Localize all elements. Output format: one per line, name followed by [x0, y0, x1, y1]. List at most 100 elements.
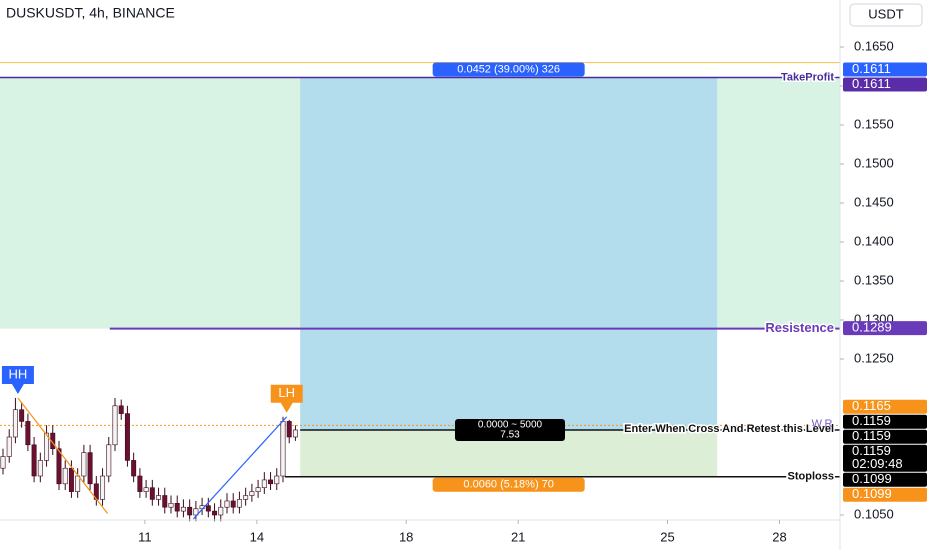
price-tag — [843, 444, 927, 472]
level-label: Stoploss — [788, 471, 834, 483]
candle-body — [224, 500, 230, 508]
candle-body — [44, 432, 50, 461]
level-label: TakeProfit — [781, 71, 834, 83]
currency-button[interactable] — [849, 3, 923, 27]
chart-title: DUSKUSDT, 4h, BINANCE — [6, 5, 175, 21]
price-tag — [843, 472, 927, 487]
candle-body — [56, 448, 62, 485]
profit-zone — [300, 77, 718, 430]
pivot-label: HH — [9, 366, 28, 381]
overlay: DUSKUSDT, 4h, BINANCE USDT — [6, 3, 923, 27]
price-tag — [843, 414, 927, 429]
info-box — [455, 418, 565, 441]
candle-body — [243, 495, 249, 500]
candle-body — [62, 467, 68, 485]
candle-body — [137, 475, 143, 492]
candle-body — [236, 499, 242, 508]
candle-body — [174, 503, 180, 512]
x-tick-label: 25 — [660, 529, 674, 544]
candle-body — [162, 495, 168, 508]
x-tick-label: 28 — [772, 529, 786, 544]
candle-body — [261, 479, 267, 489]
candle-body — [255, 487, 261, 492]
info-text: 7.53 — [500, 430, 520, 441]
candle-body — [156, 495, 162, 500]
candle-body — [37, 460, 43, 477]
price-tag — [843, 487, 927, 502]
y-tick-label: 0.1650 — [854, 38, 894, 53]
candle-body — [274, 475, 280, 485]
candle-body — [12, 409, 18, 438]
candle-body — [205, 505, 211, 512]
y-tick-label: 0.1050 — [854, 506, 894, 521]
price-tag-label: 0.1289 — [852, 320, 892, 335]
price-tag-label: 0.1099 — [852, 486, 892, 501]
level-label: Enter When Cross And Retest this Level — [624, 423, 834, 435]
candle-body — [292, 429, 298, 438]
candle-body — [112, 405, 118, 446]
candle-body — [193, 508, 199, 516]
x-tick-label: 11 — [138, 529, 152, 544]
candle-body — [218, 506, 224, 516]
currency-label[interactable]: USDT — [868, 6, 903, 21]
price-tag — [843, 429, 927, 444]
y-tick-label: 0.1350 — [854, 272, 894, 287]
candle-body — [286, 421, 292, 438]
price-tag — [843, 62, 927, 77]
price-tag — [843, 77, 927, 92]
y-tick-label: 0.1450 — [854, 194, 894, 209]
price-tag-label: 0.1165 — [852, 398, 891, 413]
candle-body — [149, 487, 155, 500]
candle-body — [230, 500, 236, 508]
candle-body — [168, 503, 174, 508]
countdown: 02:09:48 — [852, 456, 903, 471]
info-text: 0.0000 ~ 5000 — [478, 420, 543, 431]
pivot-label: LH — [278, 385, 295, 400]
profit-label: 0.0452 (39.00%) 326 — [457, 63, 560, 75]
candle-body — [118, 405, 124, 414]
candle-body — [75, 475, 81, 492]
profit-label-bg — [432, 62, 585, 77]
pivot-marker — [270, 384, 303, 413]
plot-area — [0, 62, 840, 522]
candle-body — [25, 421, 31, 446]
price-tag — [843, 321, 927, 336]
candle-body — [187, 506, 193, 516]
x-tick-label: 14 — [250, 529, 264, 544]
candle-body — [19, 409, 25, 422]
candle-body — [143, 487, 149, 492]
candle-body — [180, 506, 186, 512]
price-tag-label: 0.1159 — [852, 443, 891, 458]
price-tag-label: 0.1159 — [852, 413, 891, 428]
y-tick-label: 0.1550 — [854, 116, 894, 131]
price-tag-label: 0.1611 — [852, 76, 891, 91]
zigzag-line — [17, 397, 108, 514]
candle-body — [6, 436, 12, 457]
candle-body — [87, 452, 93, 485]
candle-body — [68, 467, 74, 492]
candle-body — [81, 452, 87, 477]
candle-body — [0, 456, 6, 469]
y-tick-label: 0.1250 — [854, 350, 894, 365]
x-tick-label: 18 — [399, 529, 413, 544]
candle-body — [249, 491, 255, 496]
candle-body — [212, 510, 218, 516]
price-tag-label: 0.1099 — [852, 471, 892, 486]
wr-label: W.R — [812, 418, 833, 430]
candle-body — [131, 460, 137, 477]
candle-body — [280, 421, 286, 477]
candle-body — [31, 444, 37, 477]
candle-body — [106, 444, 112, 477]
loss-label: 0.0060 (5.18%) 70 — [463, 479, 554, 491]
price-tag — [843, 399, 927, 414]
zigzag-line — [192, 416, 288, 520]
y-tick-label: 0.1500 — [854, 155, 894, 170]
pivot-marker — [1, 366, 34, 395]
candle-body — [100, 475, 106, 500]
level-label: Resistence — [765, 320, 834, 335]
candle-body — [124, 413, 130, 461]
price-tag-label: 0.1159 — [852, 428, 891, 443]
y-tick-label: 0.1400 — [854, 233, 894, 248]
candle-body — [268, 479, 274, 485]
